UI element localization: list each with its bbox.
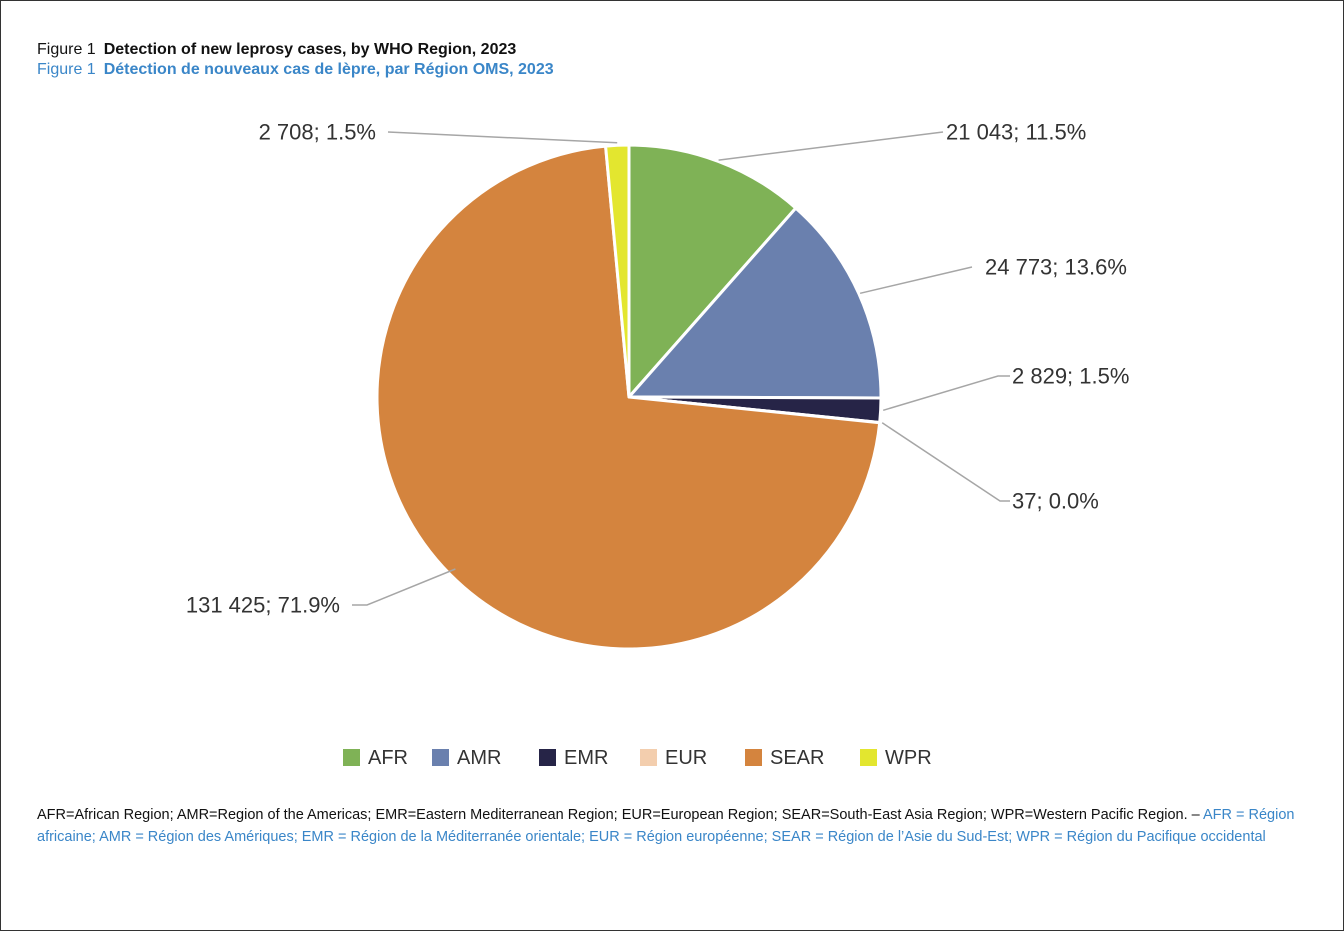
legend-label-afr: AFR bbox=[368, 747, 408, 769]
legend-swatch-afr bbox=[343, 749, 360, 766]
footnote: AFR=African Region; AMR=Region of the Am… bbox=[37, 804, 1332, 848]
pie-slice-wpr bbox=[604, 143, 631, 399]
legend-swatch-eur bbox=[640, 749, 657, 766]
footnote-english: AFR=African Region; AMR=Region of the Am… bbox=[37, 807, 1203, 823]
data-label-eur: 37; 0.0% bbox=[1012, 489, 1099, 514]
legend-label-sear: SEAR bbox=[770, 747, 824, 769]
legend-swatch-wpr bbox=[860, 749, 877, 766]
footnote-french: AFR = Région africaine; AMR = Région des… bbox=[37, 807, 1295, 845]
chart-title-en: Detection of new leprosy cases, by WHO R… bbox=[103, 41, 517, 58]
leader-line-sear bbox=[352, 568, 456, 606]
leader-line-amr bbox=[859, 266, 973, 295]
title-french: Figure 1 Détection de nouveaux cas de lèp… bbox=[37, 60, 554, 80]
legend-swatch-amr bbox=[432, 749, 449, 766]
leader-line-wpr bbox=[387, 131, 618, 144]
legend-label-amr: AMR bbox=[457, 747, 501, 769]
legend-label-wpr: WPR bbox=[885, 747, 932, 769]
legend-swatch-emr bbox=[539, 749, 556, 766]
data-label-amr: 24 773; 13.6% bbox=[985, 255, 1127, 280]
figure-titles: Figure 1 Detection of new leprosy cases, … bbox=[37, 40, 554, 80]
legend-label-emr: EMR bbox=[564, 747, 608, 769]
chart-title-fr: Détection de nouveaux cas de lèpre, par … bbox=[103, 61, 554, 78]
legend-swatch-sear bbox=[745, 749, 762, 766]
pie-slice-afr bbox=[627, 143, 798, 399]
data-label-afr: 21 043; 11.5% bbox=[946, 120, 1086, 145]
leader-line-afr bbox=[718, 131, 944, 161]
data-label-emr: 2 829; 1.5% bbox=[1012, 364, 1129, 389]
data-label-sear: 131 425; 71.9% bbox=[186, 593, 340, 618]
figure-number-fr: Figure 1 bbox=[37, 61, 96, 78]
data-label-wpr: 2 708; 1.5% bbox=[259, 120, 376, 145]
leader-line-eur bbox=[881, 422, 1010, 502]
leader-line-emr bbox=[882, 375, 1010, 412]
title-english: Figure 1 Detection of new leprosy cases, … bbox=[37, 40, 554, 60]
legend-label-eur: EUR bbox=[665, 747, 707, 769]
pie-slice-amr bbox=[627, 206, 883, 400]
figure-number-en: Figure 1 bbox=[37, 41, 96, 58]
